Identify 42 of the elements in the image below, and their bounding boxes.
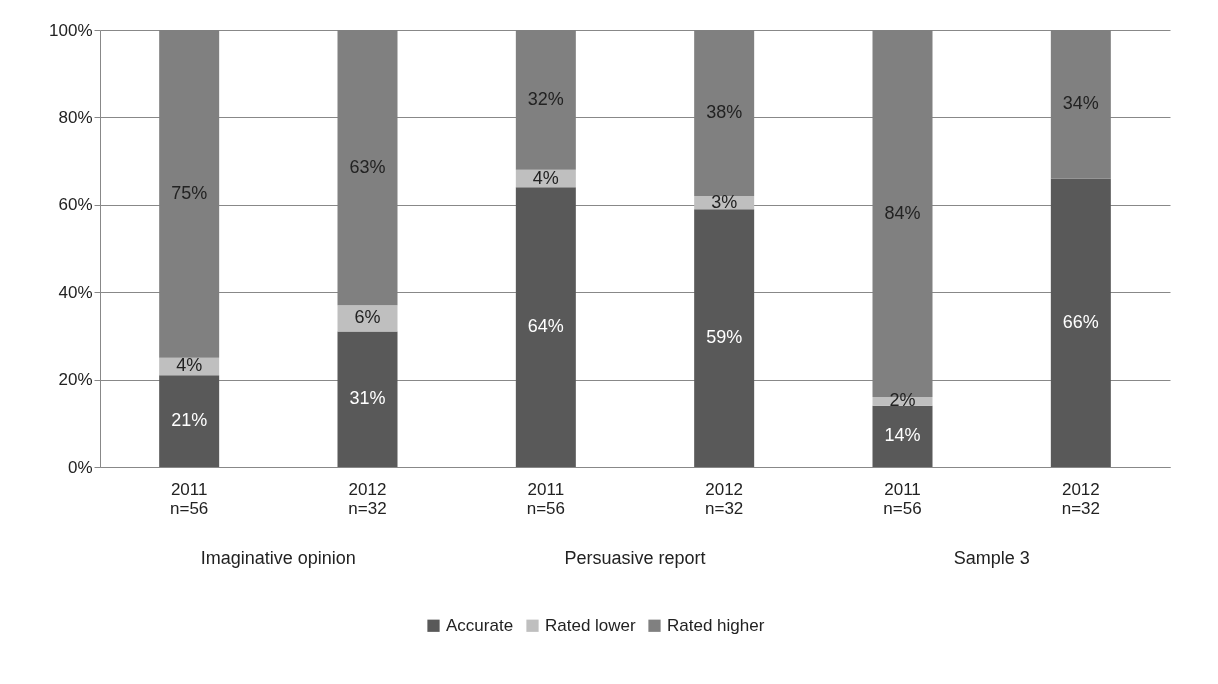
x-tick-label: 2012 n=32 bbox=[705, 479, 744, 518]
y-tick-label: 80% bbox=[58, 107, 93, 127]
data-label: 34% bbox=[1062, 93, 1099, 114]
bar bbox=[337, 305, 398, 332]
bar bbox=[515, 187, 576, 467]
data-label: 4% bbox=[176, 355, 203, 376]
y-tick-label: 40% bbox=[58, 282, 93, 302]
y-tick-label: 20% bbox=[58, 370, 93, 390]
y-tick-label: 100% bbox=[49, 20, 93, 40]
data-label: 84% bbox=[884, 202, 921, 223]
data-label: 59% bbox=[706, 327, 743, 348]
data-label: 6% bbox=[354, 307, 381, 328]
x-tick-label: 2011 n=56 bbox=[526, 479, 565, 518]
x-tick-label: 2011 n=56 bbox=[883, 479, 922, 518]
x-tick-label: 2012 n=32 bbox=[348, 479, 387, 518]
x-tick-label: 2011 n=56 bbox=[170, 479, 209, 518]
data-label: 66% bbox=[1062, 311, 1099, 332]
text: Persuasive report bbox=[563, 548, 707, 569]
data-label: 32% bbox=[527, 88, 564, 109]
legend-label: Rated lower bbox=[545, 615, 637, 635]
data-label: 4% bbox=[532, 167, 559, 188]
bar bbox=[159, 375, 220, 467]
bar bbox=[337, 331, 398, 467]
data-label: 63% bbox=[349, 156, 386, 177]
data-label: 3% bbox=[711, 191, 738, 212]
x-tick-label: 2012 n=32 bbox=[1061, 479, 1100, 518]
data-label: 38% bbox=[706, 102, 743, 123]
bar bbox=[872, 405, 933, 467]
bar bbox=[694, 209, 755, 467]
y-tick-label: 0% bbox=[67, 457, 93, 477]
data-label: 75% bbox=[171, 182, 208, 203]
bar bbox=[1050, 178, 1111, 467]
data-label: 2% bbox=[889, 390, 916, 411]
text: Sample 3 bbox=[952, 548, 1031, 569]
data-label: 21% bbox=[171, 410, 208, 431]
legend-label: Accurate bbox=[446, 615, 514, 635]
data-label: 64% bbox=[527, 316, 564, 337]
data-label: 31% bbox=[349, 388, 386, 409]
data-label: 14% bbox=[884, 425, 921, 446]
legend-label: Rated higher bbox=[667, 615, 765, 635]
text: Imaginative opinion bbox=[199, 548, 357, 569]
y-tick-label: 60% bbox=[58, 195, 93, 215]
